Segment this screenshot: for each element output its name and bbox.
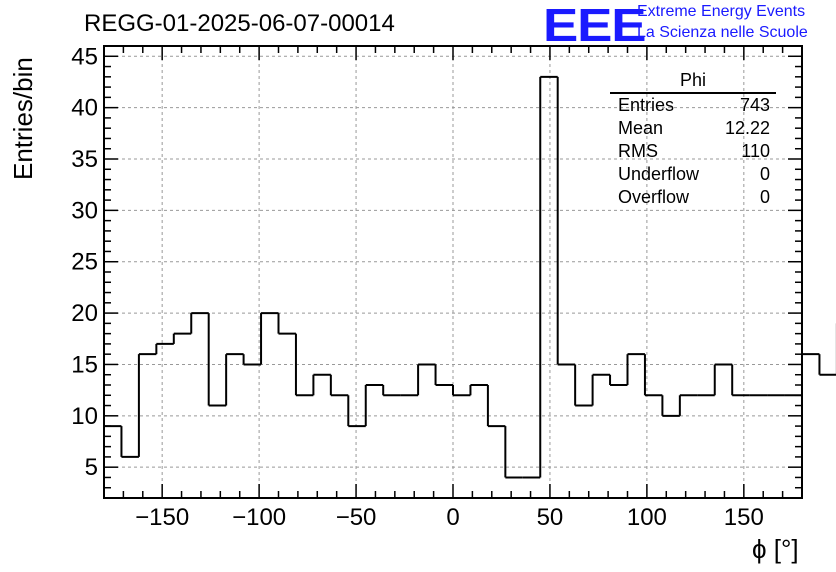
x-tick-label: −100 xyxy=(232,504,286,531)
stats-row-overflow: Overflow 0 xyxy=(610,186,776,209)
logo-text-line2: La Scienza nelle Scuole xyxy=(637,24,808,41)
stats-label: Overflow xyxy=(618,187,690,207)
y-tick-label: 10 xyxy=(71,403,98,430)
stats-label: Mean xyxy=(618,118,664,138)
stats-row-mean: Mean 12.22 xyxy=(610,117,776,140)
stats-row-underflow: Underflow 0 xyxy=(610,163,776,186)
stats-value: 0 xyxy=(759,164,770,184)
x-axis-label: ϕ [°] xyxy=(752,534,799,564)
x-tick-label: 50 xyxy=(537,504,564,531)
x-tick-label: 150 xyxy=(724,504,764,531)
x-tick-label: 0 xyxy=(446,504,459,531)
stats-box: Phi Entries 743 Mean 12.22 RMS 110 Under… xyxy=(610,70,776,209)
y-tick-label: 5 xyxy=(85,454,98,481)
y-tick-label: 20 xyxy=(71,300,98,327)
eee-logo: EEE xyxy=(543,0,647,51)
stats-row-entries: Entries 743 xyxy=(610,94,776,117)
stats-label: RMS xyxy=(618,141,658,161)
x-tick-label: −150 xyxy=(135,504,189,531)
x-tick-label: −50 xyxy=(336,504,377,531)
stats-label: Entries xyxy=(618,95,675,115)
y-tick-label: 15 xyxy=(71,351,98,378)
stats-title: Phi xyxy=(610,70,776,94)
x-tick-label: 100 xyxy=(627,504,667,531)
y-axis-label: Entries/bin xyxy=(8,57,38,180)
stats-value: 0 xyxy=(759,187,770,207)
stats-value: 743 xyxy=(739,95,770,115)
y-tick-label: 25 xyxy=(71,249,98,276)
y-tick-label: 40 xyxy=(71,95,98,122)
chart-title: REGG-01-2025-06-07-00014 xyxy=(84,10,395,37)
y-tick-label: 35 xyxy=(71,146,98,173)
stats-row-rms: RMS 110 xyxy=(610,140,776,163)
y-tick-label: 30 xyxy=(71,197,98,224)
stats-label: Underflow xyxy=(618,164,700,184)
stats-value: 12.22 xyxy=(724,118,770,138)
y-tick-label: 45 xyxy=(71,43,98,70)
stats-value: 110 xyxy=(741,141,770,161)
logo-text-line1: Extreme Energy Events xyxy=(637,3,806,20)
